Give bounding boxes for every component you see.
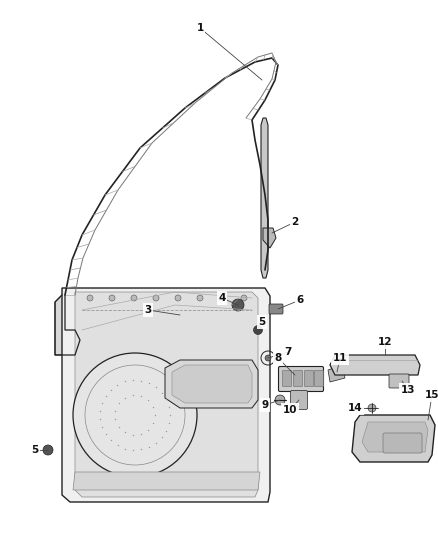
Polygon shape <box>55 295 80 355</box>
Circle shape <box>153 295 159 301</box>
Circle shape <box>197 295 203 301</box>
Circle shape <box>368 404 376 412</box>
FancyBboxPatch shape <box>293 370 303 386</box>
Circle shape <box>175 295 181 301</box>
Circle shape <box>232 299 244 311</box>
Text: 12: 12 <box>378 337 392 347</box>
Circle shape <box>265 355 271 361</box>
Polygon shape <box>362 422 428 452</box>
FancyBboxPatch shape <box>283 370 292 386</box>
Polygon shape <box>165 360 258 408</box>
Text: 10: 10 <box>283 405 297 415</box>
Polygon shape <box>62 288 270 502</box>
Circle shape <box>241 295 247 301</box>
Circle shape <box>109 295 115 301</box>
Text: 14: 14 <box>348 403 362 413</box>
Circle shape <box>254 326 262 335</box>
Text: 5: 5 <box>258 317 265 327</box>
Text: 8: 8 <box>274 353 282 363</box>
Circle shape <box>275 395 285 405</box>
Circle shape <box>64 327 71 334</box>
Circle shape <box>131 295 137 301</box>
Polygon shape <box>328 365 345 382</box>
Text: 5: 5 <box>32 445 39 455</box>
FancyBboxPatch shape <box>290 391 307 409</box>
Circle shape <box>73 353 197 477</box>
Polygon shape <box>261 118 268 278</box>
Text: 6: 6 <box>297 295 304 305</box>
FancyBboxPatch shape <box>383 433 422 453</box>
Text: 7: 7 <box>284 347 292 357</box>
FancyBboxPatch shape <box>304 370 314 386</box>
Polygon shape <box>73 472 260 490</box>
Circle shape <box>219 295 225 301</box>
Text: 2: 2 <box>291 217 299 227</box>
Text: 4: 4 <box>218 293 226 303</box>
Polygon shape <box>263 228 276 248</box>
FancyBboxPatch shape <box>314 370 324 386</box>
FancyBboxPatch shape <box>269 304 283 314</box>
Polygon shape <box>172 365 252 403</box>
Text: 15: 15 <box>425 390 438 400</box>
Polygon shape <box>330 355 420 375</box>
Text: 11: 11 <box>333 353 347 363</box>
Circle shape <box>87 295 93 301</box>
Polygon shape <box>75 292 258 497</box>
Text: 3: 3 <box>145 305 152 315</box>
Circle shape <box>43 445 53 455</box>
Text: 13: 13 <box>401 385 415 395</box>
Text: 1: 1 <box>196 23 204 33</box>
Polygon shape <box>352 415 435 462</box>
Text: 9: 9 <box>261 400 268 410</box>
FancyBboxPatch shape <box>279 367 324 392</box>
FancyBboxPatch shape <box>389 374 409 388</box>
